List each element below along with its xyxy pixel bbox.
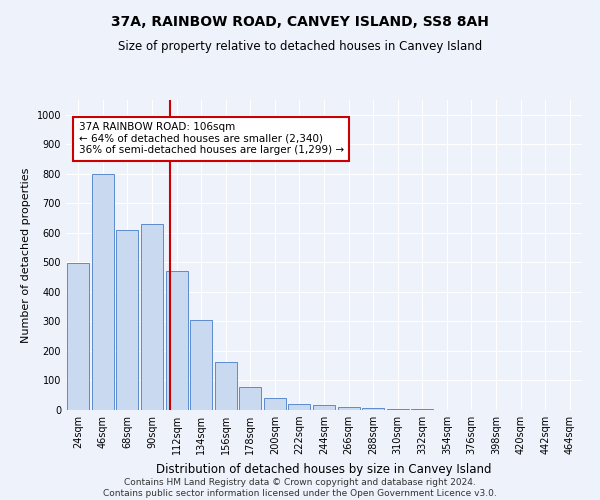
Text: Size of property relative to detached houses in Canvey Island: Size of property relative to detached ho… bbox=[118, 40, 482, 53]
X-axis label: Distribution of detached houses by size in Canvey Island: Distribution of detached houses by size … bbox=[156, 462, 492, 475]
Text: Contains HM Land Registry data © Crown copyright and database right 2024.
Contai: Contains HM Land Registry data © Crown c… bbox=[103, 478, 497, 498]
Bar bbox=[289, 404, 310, 410]
Text: 37A RAINBOW ROAD: 106sqm
← 64% of detached houses are smaller (2,340)
36% of sem: 37A RAINBOW ROAD: 106sqm ← 64% of detach… bbox=[79, 122, 344, 156]
Bar bbox=[215, 362, 237, 410]
Bar bbox=[116, 230, 139, 410]
Text: 37A, RAINBOW ROAD, CANVEY ISLAND, SS8 8AH: 37A, RAINBOW ROAD, CANVEY ISLAND, SS8 8A… bbox=[111, 15, 489, 29]
Bar bbox=[239, 388, 262, 410]
Bar bbox=[386, 409, 409, 410]
Bar bbox=[67, 264, 89, 410]
Bar bbox=[141, 224, 163, 410]
Bar bbox=[264, 398, 286, 410]
Y-axis label: Number of detached properties: Number of detached properties bbox=[21, 168, 31, 342]
Bar bbox=[313, 406, 335, 410]
Bar bbox=[190, 320, 212, 410]
Bar bbox=[92, 174, 114, 410]
Bar bbox=[362, 408, 384, 410]
Bar bbox=[166, 271, 188, 410]
Bar bbox=[338, 407, 359, 410]
